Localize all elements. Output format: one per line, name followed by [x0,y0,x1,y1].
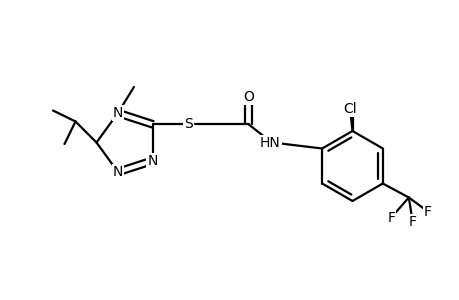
Text: S: S [184,117,192,131]
Text: O: O [243,90,253,104]
Text: F: F [386,211,394,224]
Text: N: N [112,165,123,179]
Text: HN: HN [259,136,280,150]
Text: F: F [423,205,431,218]
Text: Cl: Cl [342,101,356,116]
Text: N: N [147,154,157,168]
Text: F: F [408,215,416,230]
Text: N: N [112,106,123,120]
